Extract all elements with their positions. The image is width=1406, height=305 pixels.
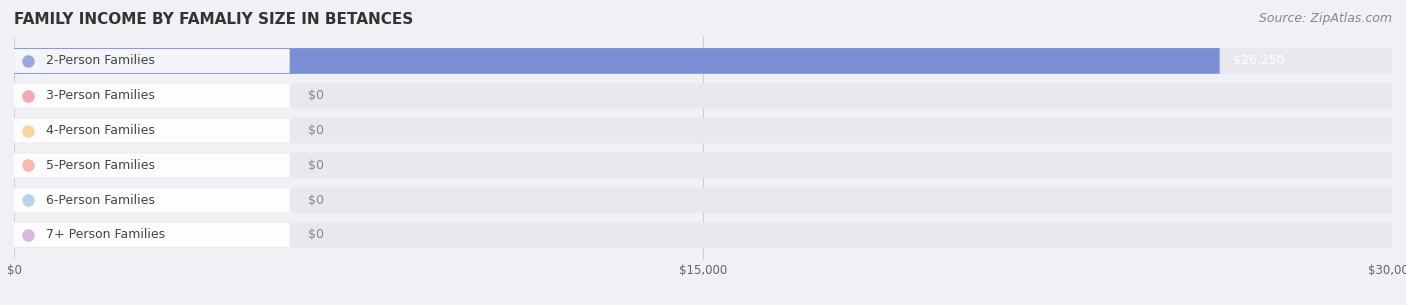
FancyBboxPatch shape bbox=[14, 49, 290, 73]
FancyBboxPatch shape bbox=[14, 119, 290, 142]
FancyBboxPatch shape bbox=[14, 152, 1392, 178]
Text: Source: ZipAtlas.com: Source: ZipAtlas.com bbox=[1258, 12, 1392, 25]
Text: 6-Person Families: 6-Person Families bbox=[46, 194, 155, 206]
FancyBboxPatch shape bbox=[14, 153, 290, 177]
Text: 4-Person Families: 4-Person Families bbox=[46, 124, 155, 137]
FancyBboxPatch shape bbox=[14, 83, 1392, 109]
Text: 5-Person Families: 5-Person Families bbox=[46, 159, 155, 172]
Text: 7+ Person Families: 7+ Person Families bbox=[46, 228, 166, 241]
FancyBboxPatch shape bbox=[14, 187, 1392, 213]
FancyBboxPatch shape bbox=[14, 188, 290, 212]
Text: $0: $0 bbox=[308, 159, 323, 172]
Text: 2-Person Families: 2-Person Families bbox=[46, 55, 155, 67]
Text: 3-Person Families: 3-Person Families bbox=[46, 89, 155, 102]
Text: $0: $0 bbox=[308, 89, 323, 102]
Text: FAMILY INCOME BY FAMALIY SIZE IN BETANCES: FAMILY INCOME BY FAMALIY SIZE IN BETANCE… bbox=[14, 12, 413, 27]
FancyBboxPatch shape bbox=[14, 84, 290, 108]
Text: $0: $0 bbox=[308, 194, 323, 206]
Text: $0: $0 bbox=[308, 124, 323, 137]
FancyBboxPatch shape bbox=[14, 48, 1392, 74]
Text: $0: $0 bbox=[308, 228, 323, 241]
FancyBboxPatch shape bbox=[14, 48, 1220, 74]
FancyBboxPatch shape bbox=[14, 222, 1392, 248]
Text: $26,250: $26,250 bbox=[1233, 55, 1285, 67]
FancyBboxPatch shape bbox=[14, 223, 290, 247]
FancyBboxPatch shape bbox=[14, 118, 1392, 143]
